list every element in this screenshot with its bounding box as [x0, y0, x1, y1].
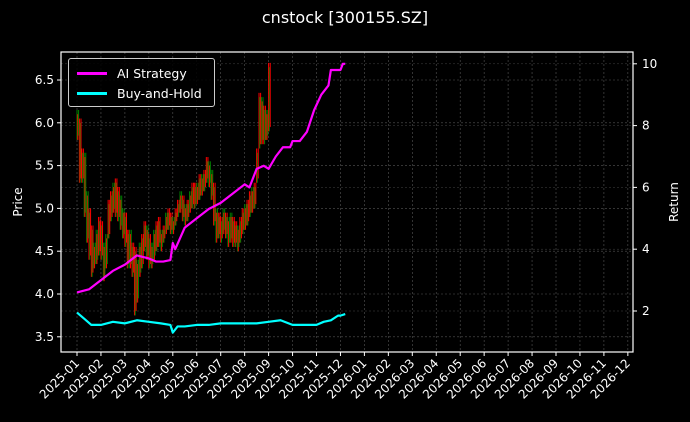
chart-title: cnstock [300155.SZ] — [261, 8, 429, 27]
svg-text:4.0: 4.0 — [35, 287, 54, 301]
legend-swatch-ai-strategy — [77, 71, 107, 75]
plot-frame — [60, 51, 634, 353]
legend-label: Buy-and-Hold — [117, 85, 202, 101]
left-axis-label: Price — [11, 187, 25, 216]
legend-item-buy-and-hold: Buy-and-Hold — [77, 85, 202, 101]
svg-text:8: 8 — [642, 119, 650, 133]
return-lines — [76, 62, 346, 334]
gridlines — [61, 52, 633, 352]
legend-label: AI Strategy — [117, 65, 187, 81]
svg-text:4.5: 4.5 — [35, 244, 54, 258]
left-axis: 3.5 4.0 4.5 5.0 5.5 6.0 6.5 — [35, 73, 61, 344]
right-axis-label: Return — [667, 182, 681, 222]
x-axis: 2025-012025-022025-032025-042025-052025-… — [37, 352, 633, 402]
svg-text:2: 2 — [642, 304, 650, 318]
svg-text:5.5: 5.5 — [35, 159, 54, 173]
right-axis: 2 4 6 8 10 — [633, 57, 657, 318]
price-candles — [76, 62, 271, 316]
svg-text:4: 4 — [642, 242, 650, 256]
legend: AI Strategy Buy-and-Hold — [68, 58, 215, 107]
svg-text:6: 6 — [642, 180, 650, 194]
svg-text:5.0: 5.0 — [35, 201, 54, 215]
svg-text:6.5: 6.5 — [35, 73, 54, 87]
svg-text:10: 10 — [642, 57, 657, 71]
svg-text:6.0: 6.0 — [35, 116, 54, 130]
legend-swatch-buy-and-hold — [77, 91, 107, 95]
svg-text:3.5: 3.5 — [35, 330, 54, 344]
legend-item-ai-strategy: AI Strategy — [77, 65, 187, 81]
